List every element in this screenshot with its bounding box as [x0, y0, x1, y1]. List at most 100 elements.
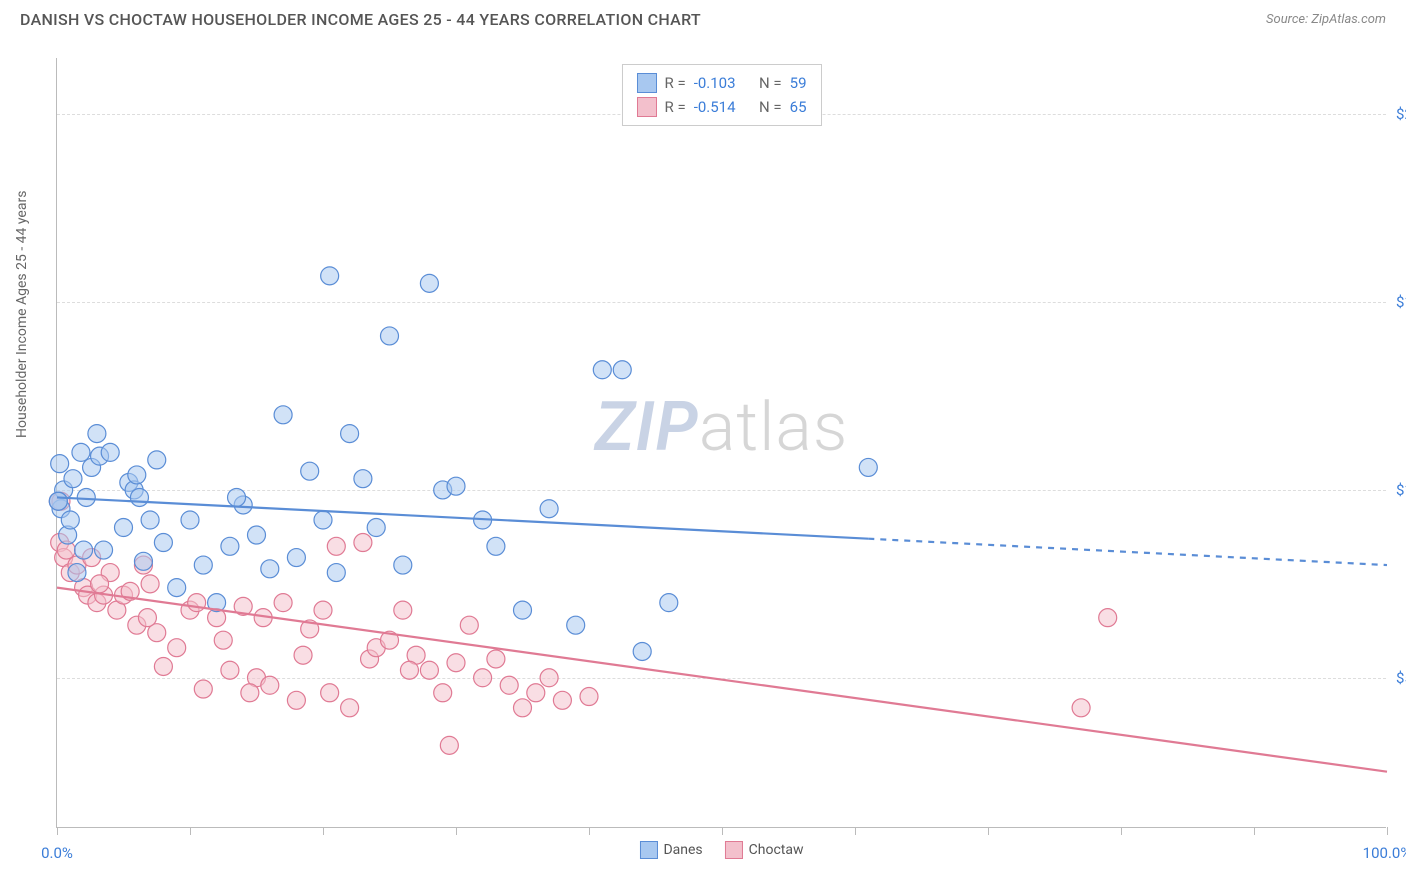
- y-tick-label: $50,000: [1396, 669, 1406, 687]
- x-tick: [1387, 827, 1388, 835]
- trend-line-extrapolated: [868, 539, 1387, 565]
- scatter-point: [214, 631, 232, 649]
- x-tick: [1121, 827, 1122, 835]
- scatter-point: [274, 594, 292, 612]
- scatter-point: [168, 579, 186, 597]
- scatter-point: [1099, 609, 1117, 627]
- x-tick-label: 0.0%: [41, 844, 73, 862]
- scatter-point: [154, 534, 172, 552]
- x-tick: [323, 827, 324, 835]
- scatter-point: [274, 406, 292, 424]
- scatter-point: [228, 488, 246, 506]
- scatter-point: [64, 470, 82, 488]
- scatter-point: [287, 549, 305, 567]
- scatter-point: [540, 500, 558, 518]
- legend-swatch-danes: [636, 73, 656, 93]
- scatter-point: [394, 601, 412, 619]
- scatter-point: [447, 654, 465, 672]
- legend-item-danes: Danes: [639, 841, 702, 859]
- y-axis-title: Householder Income Ages 25 - 44 years: [14, 191, 30, 438]
- scatter-point: [101, 443, 119, 461]
- chart-title: DANISH VS CHOCTAW HOUSEHOLDER INCOME AGE…: [20, 10, 701, 29]
- scatter-point: [400, 661, 418, 679]
- x-tick: [456, 827, 457, 835]
- legend-row-danes: R = -0.103 N = 59: [636, 71, 806, 95]
- scatter-point: [248, 526, 266, 544]
- scatter-point: [540, 669, 558, 687]
- legend-label-danes: Danes: [663, 842, 702, 858]
- scatter-point: [394, 556, 412, 574]
- scatter-point: [327, 564, 345, 582]
- scatter-point: [95, 541, 113, 559]
- scatter-point: [68, 564, 86, 582]
- y-tick-label: $100,000: [1396, 481, 1406, 499]
- scatter-point: [301, 462, 319, 480]
- scatter-point: [354, 470, 372, 488]
- scatter-point: [567, 616, 585, 634]
- scatter-point: [367, 519, 385, 537]
- scatter-point: [487, 650, 505, 668]
- scatter-point: [1072, 699, 1090, 717]
- x-tick: [1254, 827, 1255, 835]
- scatter-point: [440, 736, 458, 754]
- scatter-point: [514, 699, 532, 717]
- scatter-point: [859, 458, 877, 476]
- scatter-point: [593, 361, 611, 379]
- scatter-point: [321, 684, 339, 702]
- scatter-point: [241, 684, 259, 702]
- scatter-point: [314, 511, 332, 529]
- n-label: N =: [759, 98, 782, 116]
- legend-label-choctaw: Choctaw: [749, 842, 804, 858]
- scatter-point: [141, 511, 159, 529]
- scatter-point: [287, 691, 305, 709]
- scatter-point: [75, 541, 93, 559]
- scatter-point: [221, 661, 239, 679]
- scatter-point: [474, 669, 492, 687]
- scatter-point: [130, 488, 148, 506]
- x-tick: [57, 827, 58, 835]
- scatter-point: [134, 552, 152, 570]
- y-tick-label: $200,000: [1396, 105, 1406, 123]
- scatter-point: [341, 425, 359, 443]
- trend-line: [57, 497, 868, 538]
- r-value-choctaw: -0.514: [694, 98, 736, 116]
- r-label: R =: [664, 98, 685, 116]
- scatter-point: [181, 511, 199, 529]
- x-tick-label: 100.0%: [1363, 844, 1406, 862]
- scatter-point: [514, 601, 532, 619]
- scatter-point: [154, 657, 172, 675]
- scatter-point: [88, 425, 106, 443]
- scatter-point: [487, 537, 505, 555]
- correlation-legend: R = -0.103 N = 59 R = -0.514 N = 65: [621, 64, 821, 126]
- x-tick: [589, 827, 590, 835]
- scatter-point: [314, 601, 332, 619]
- scatter-point: [420, 274, 438, 292]
- legend-swatch-danes-bottom: [639, 841, 657, 859]
- scatter-point: [188, 594, 206, 612]
- scatter-point: [580, 688, 598, 706]
- scatter-point: [72, 443, 90, 461]
- legend-row-choctaw: R = -0.514 N = 65: [636, 95, 806, 119]
- scatter-point: [321, 267, 339, 285]
- scatter-point: [221, 537, 239, 555]
- scatter-point: [115, 519, 133, 537]
- chart-plot-area: ZIPatlas R = -0.103 N = 59 R = -0.514 N …: [56, 58, 1386, 828]
- scatter-point: [168, 639, 186, 657]
- legend-item-choctaw: Choctaw: [725, 841, 804, 859]
- r-label: R =: [664, 74, 685, 92]
- scatter-point: [354, 534, 372, 552]
- scatter-point: [460, 616, 478, 634]
- scatter-point: [527, 684, 545, 702]
- scatter-point: [138, 609, 156, 627]
- scatter-point: [77, 488, 95, 506]
- scatter-point: [261, 560, 279, 578]
- scatter-svg: [57, 58, 1386, 827]
- scatter-point: [61, 511, 79, 529]
- x-tick: [855, 827, 856, 835]
- scatter-point: [51, 455, 69, 473]
- scatter-point: [660, 594, 678, 612]
- scatter-point: [447, 477, 465, 495]
- scatter-point: [500, 676, 518, 694]
- legend-swatch-choctaw-bottom: [725, 841, 743, 859]
- legend-swatch-choctaw: [636, 97, 656, 117]
